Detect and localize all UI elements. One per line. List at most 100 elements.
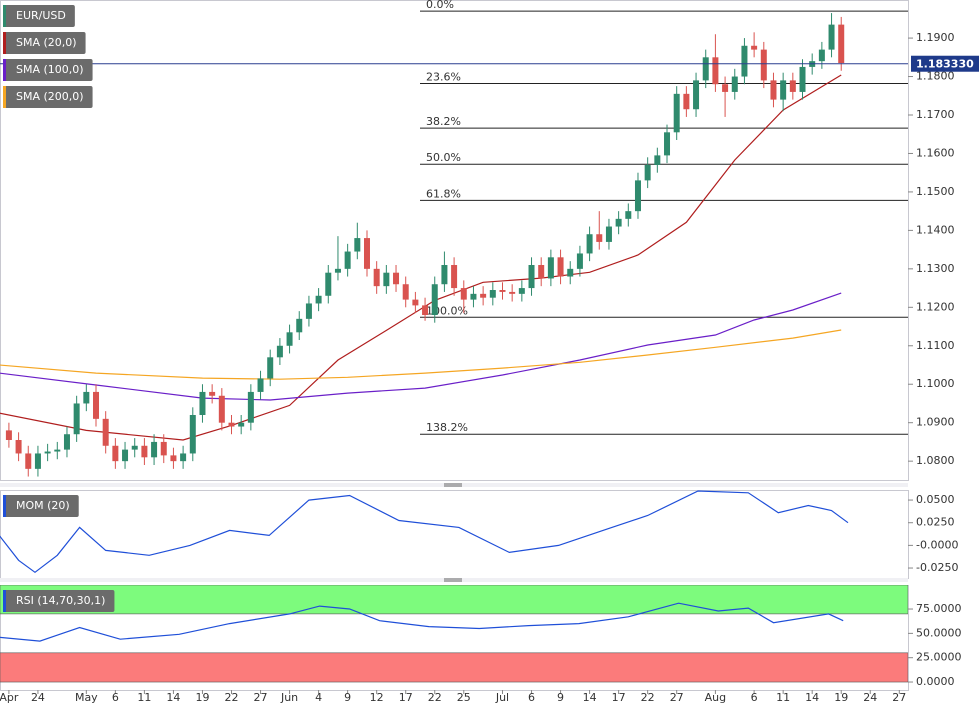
panel-divider [0, 483, 908, 487]
candle-body [489, 290, 496, 298]
candle-body [770, 80, 777, 100]
legend-label: SMA (20,0) [16, 36, 77, 49]
candle-body [499, 290, 506, 292]
candle-body [576, 253, 583, 269]
plot-area [0, 585, 908, 683]
candle-body [586, 234, 593, 254]
legend-label: SMA (200,0) [16, 90, 84, 103]
line [0, 602, 844, 642]
x-tick-label: 12 [370, 691, 384, 704]
legend-box [3, 590, 115, 612]
x-tick-label: 9 [557, 691, 564, 704]
candle-body [334, 268, 341, 273]
candle-body [751, 45, 758, 50]
candle-body [5, 430, 12, 440]
candle-body [189, 415, 196, 454]
candle-body [383, 272, 390, 287]
candle-body [460, 288, 467, 300]
legend-label: EUR/USD [16, 9, 66, 22]
y-tick-label: 1.1700 [916, 108, 955, 121]
y-tick-label: 1.1600 [916, 146, 955, 159]
candle-body [354, 238, 361, 252]
legend-label: MOM (20) [16, 499, 70, 512]
x-tick-label: 17 [612, 691, 626, 704]
legend-swatch [3, 5, 6, 27]
y-tick-label: 1.1200 [916, 300, 955, 313]
y-tick-label: 0.0000 [916, 675, 955, 688]
candle-body [122, 449, 129, 462]
line [0, 74, 842, 441]
x-tick-label: 27 [892, 691, 906, 704]
candle-body [673, 93, 680, 133]
x-tick-label: Apr [0, 691, 19, 704]
candle-body [93, 391, 100, 419]
band [0, 652, 908, 683]
plot-area: 0.0%23.6%38.2%50.0%61.8%100.0%138.2% [0, 0, 908, 477]
y-tick-label: -0.0250 [916, 561, 958, 574]
candle-body [480, 293, 487, 298]
candle-body [664, 132, 671, 156]
candle-body [818, 49, 825, 62]
fib-label: 0.0% [426, 0, 454, 11]
candle-body [760, 49, 767, 81]
candle-body [780, 80, 787, 100]
candle-body [722, 84, 729, 92]
y-tick-label: 1.1900 [916, 31, 955, 44]
legend-box [3, 86, 93, 108]
candle-body [538, 265, 545, 279]
candle-body [567, 268, 574, 277]
candle-body [644, 165, 651, 181]
y-tick-label: 1.1000 [916, 377, 955, 390]
candle-body [44, 451, 51, 454]
x-tick-label: 24 [863, 691, 877, 704]
candle-body [209, 391, 216, 396]
candle-body [305, 303, 312, 319]
panel-divider [0, 578, 908, 582]
candle-body [393, 272, 400, 285]
x-tick-label: Aug [705, 691, 726, 704]
candle-body [431, 284, 438, 315]
candle-body [276, 345, 283, 358]
x-tick-label: 19 [195, 691, 209, 704]
candle-body [296, 318, 303, 333]
plot-area [0, 490, 849, 574]
candle-body [15, 440, 22, 454]
x-tick-label: 19 [834, 691, 848, 704]
candle-body [828, 24, 835, 50]
y-tick-label: 1.1100 [916, 339, 955, 352]
candle-body [180, 453, 187, 462]
candle-body [102, 418, 109, 446]
candle-body [83, 391, 90, 404]
x-tick-label: 22 [641, 691, 655, 704]
x-tick-label: 6 [528, 691, 535, 704]
candle-body [654, 155, 661, 165]
candle-body [702, 57, 709, 81]
candle-body [470, 293, 477, 300]
fib-label: 61.8% [426, 187, 461, 200]
candle-body [73, 403, 80, 435]
x-tick-label: 27 [670, 691, 684, 704]
candle-body [547, 257, 554, 279]
legend-box [3, 32, 86, 54]
x-tick-label: 27 [254, 691, 268, 704]
panel-frame [0, 0, 909, 481]
candle-body [741, 45, 748, 77]
x-tick-label: Jul [495, 691, 509, 704]
candle-body [247, 391, 254, 423]
x-tick-label: 11 [137, 691, 151, 704]
candle-body [363, 238, 370, 269]
candle-body [557, 257, 564, 277]
candle-body [141, 445, 148, 458]
legend-swatch [3, 590, 6, 612]
candle-body [789, 80, 796, 92]
candle-body [412, 299, 419, 306]
candle-body [238, 422, 245, 427]
x-tick-label: 6 [112, 691, 119, 704]
candle-body [422, 305, 429, 315]
line [0, 329, 842, 380]
candle-body [605, 226, 612, 242]
y-tick-label: 1.1400 [916, 223, 955, 236]
candle-body [838, 24, 845, 64]
candle-body [373, 268, 380, 287]
candle-body [257, 378, 264, 392]
